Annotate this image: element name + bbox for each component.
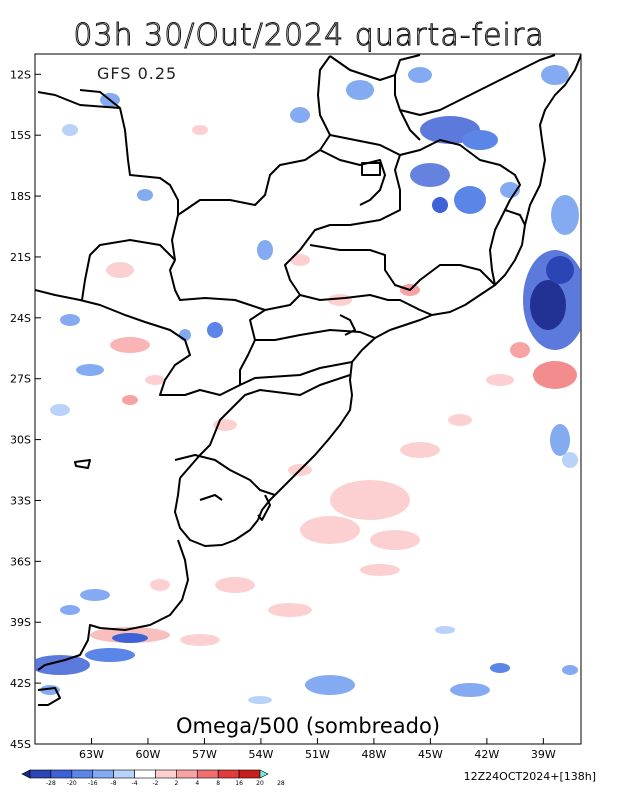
colorbar-swatch	[196, 769, 219, 779]
colorbar-label: -4	[132, 780, 138, 787]
latitude-axis: 12S 15S 18S 21S 24S 27S 30S 33S 36S 39S 42S 45S	[10, 68, 41, 751]
lat-tick-label: 30S	[10, 434, 31, 447]
colorbar-swatch	[50, 769, 73, 779]
lat-tick-label: 36S	[10, 555, 31, 568]
colorbar-swatch	[92, 769, 114, 779]
colorbar-label: -2	[152, 780, 158, 787]
colorbar-swatch	[259, 769, 269, 779]
lon-tick-label: 63W	[79, 748, 104, 761]
model-label: GFS 0.25	[97, 64, 177, 83]
colorbar-label: -8	[111, 780, 117, 787]
colorbar-label: 4	[195, 780, 199, 787]
colorbar-swatch	[21, 769, 31, 779]
colorbar-swatch	[155, 769, 177, 779]
colorbar-label: -28	[46, 780, 56, 787]
lat-tick-label: 39S	[10, 616, 31, 629]
colorbar-label: 28	[277, 780, 285, 787]
lat-tick-label: 12S	[10, 68, 31, 81]
colorbar-label: 2	[174, 780, 178, 787]
colorbar-swatch	[71, 769, 94, 779]
lat-tick-label: 45S	[10, 738, 31, 751]
map-boundaries	[35, 54, 581, 706]
lat-tick-label: 15S	[10, 129, 31, 142]
lon-tick-label: 39W	[531, 748, 556, 761]
lon-tick-label: 57W	[192, 748, 217, 761]
colorbar: -28 -20 -16 -8 -4 -2 2 4 8 16 20 28	[21, 769, 285, 787]
colorbar-swatch	[134, 769, 156, 779]
colorbar-label: 16	[235, 780, 243, 787]
colorbar-label: 8	[216, 780, 220, 787]
colorbar-swatch	[217, 769, 240, 779]
lon-tick-label: 45W	[418, 748, 443, 761]
longitude-axis: 63W 60W 57W 54W 51W 48W 45W 42W 39W	[79, 738, 556, 761]
variable-label: Omega/500 (sombreado)	[176, 714, 440, 738]
lat-tick-label: 42S	[10, 677, 31, 690]
lat-tick-label: 21S	[10, 251, 31, 264]
map-title: 03h 30/Out/2024 quarta-feira	[73, 18, 545, 54]
colorbar-swatch	[238, 769, 261, 779]
colorbar-label: -16	[88, 780, 98, 787]
lon-tick-label: 48W	[361, 748, 386, 761]
colorbar-swatch	[29, 769, 52, 779]
lon-tick-label: 54W	[248, 748, 273, 761]
lat-tick-label: 27S	[10, 373, 31, 386]
colorbar-label: 20	[256, 780, 264, 787]
lat-tick-label: 24S	[10, 312, 31, 325]
lon-tick-label: 42W	[474, 748, 499, 761]
lon-tick-label: 60W	[136, 748, 161, 761]
lon-tick-label: 51W	[305, 748, 330, 761]
colorbar-swatch	[113, 769, 135, 779]
omega-shading	[35, 65, 581, 704]
lat-tick-label: 18S	[10, 190, 31, 203]
colorbar-label: -20	[67, 780, 77, 787]
run-info: 12Z24OCT2024+[138h]	[463, 770, 596, 783]
lat-tick-label: 33S	[10, 494, 31, 507]
colorbar-swatch	[176, 769, 198, 779]
